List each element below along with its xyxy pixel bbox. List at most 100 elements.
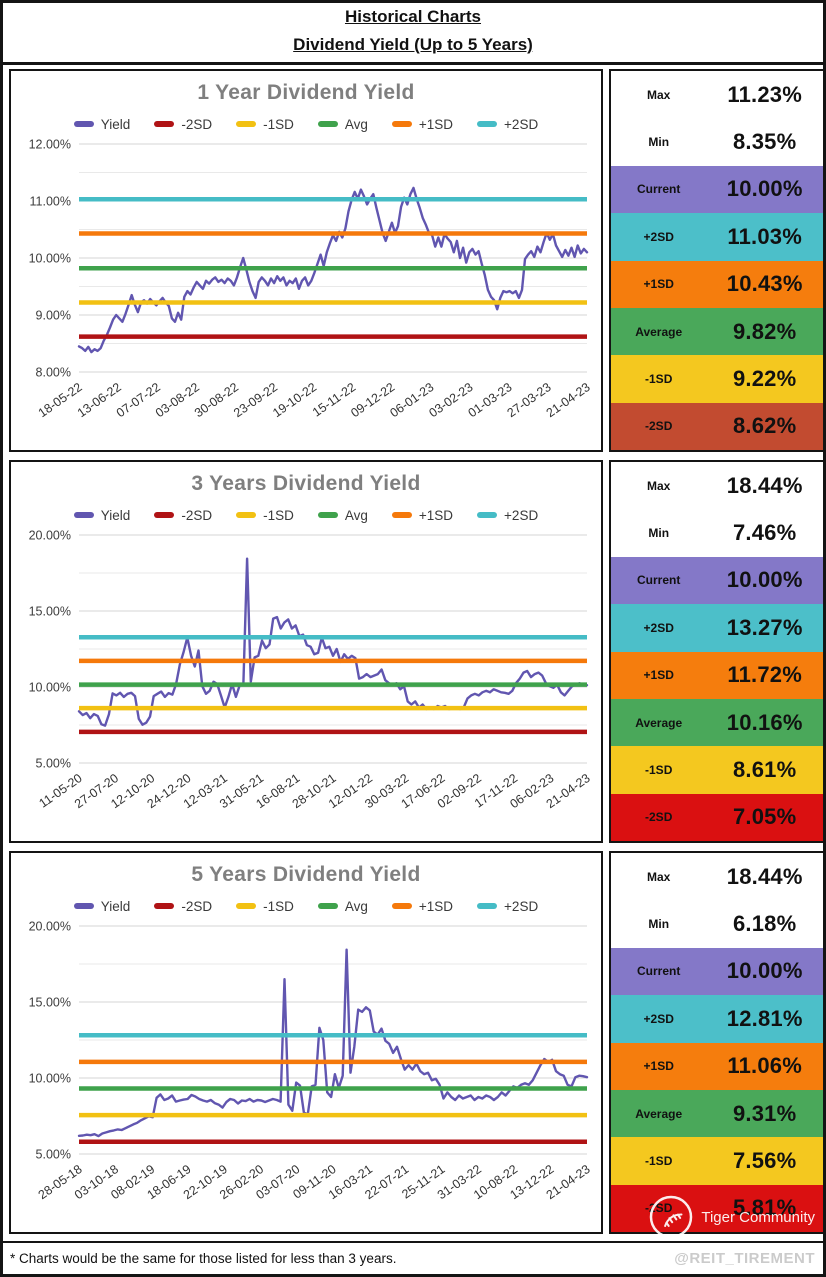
- legend-label: -1SD: [263, 507, 294, 523]
- legend-label: -1SD: [263, 898, 294, 914]
- svg-text:10.00%: 10.00%: [29, 1072, 71, 1086]
- legend-item-avg: Avg: [317, 899, 368, 914]
- svg-text:20.00%: 20.00%: [29, 920, 71, 934]
- chart-legend: Yield -2SD -1SD Avg +1SD +2SD: [11, 505, 601, 525]
- stat-value: 13.27%: [726, 614, 803, 640]
- row-5-years: 5 Years Dividend Yield Yield -2SD -1SD A…: [3, 847, 823, 1238]
- stat-row-min: Min 6.18%: [611, 900, 823, 948]
- stat-label: -1SD: [645, 1153, 673, 1168]
- tiger-logo-icon: [650, 1195, 693, 1239]
- stat-row-average: Average 10.16%: [611, 698, 823, 747]
- stat-value: 7.46%: [733, 520, 797, 546]
- tiger-logo-text: Tiger Community: [701, 1208, 815, 1226]
- legend-item-minus2sd: -2SD: [154, 899, 212, 914]
- chart-legend: Yield -2SD -1SD Avg +1SD +2SD: [11, 114, 601, 134]
- minus1sd-swatch-icon: [236, 903, 257, 909]
- stat-row-current: Current 10.00%: [611, 947, 823, 996]
- svg-text:9.00%: 9.00%: [36, 309, 71, 323]
- legend-label: -2SD: [181, 898, 213, 914]
- legend-item-yield: Yield: [73, 899, 130, 914]
- stat-value: 10.16%: [726, 709, 803, 735]
- row-3-years: 3 Years Dividend Yield Yield -2SD -1SD A…: [3, 456, 823, 847]
- chart-title: 5 Years Dividend Yield: [191, 863, 421, 886]
- legend-item-plus2sd: +2SD: [477, 508, 538, 523]
- row-1-year: 1 Year Dividend Yield Yield -2SD -1SD Av…: [3, 65, 823, 456]
- legend-item-avg: Avg: [317, 508, 368, 523]
- stat-row-max: Max 11.23%: [611, 71, 823, 119]
- svg-text:5.00%: 5.00%: [36, 757, 71, 771]
- legend-item-yield: Yield: [73, 508, 130, 523]
- stat-value: 8.62%: [733, 413, 797, 439]
- legend-item-plus1sd: +1SD: [391, 116, 454, 132]
- stat-label: Current: [637, 182, 681, 197]
- chart-title: 3 Years Dividend Yield: [191, 472, 421, 495]
- legend-item-avg: Avg: [317, 116, 368, 132]
- chart-box-3-years: 3 Years Dividend Yield Yield -2SD -1SD A…: [9, 460, 603, 843]
- stat-row-minus1sd: -1SD 9.22%: [611, 355, 823, 403]
- stat-label: Max: [647, 478, 671, 493]
- author-watermark: @REIT_TIREMENT: [674, 1250, 815, 1267]
- page-subtitle: Dividend Yield (Up to 5 Years): [293, 35, 533, 54]
- legend-label: +1SD: [418, 116, 454, 132]
- stat-label: +1SD: [643, 1059, 674, 1074]
- legend-item-plus1sd: +1SD: [391, 508, 453, 523]
- avg-swatch-icon: [317, 903, 338, 909]
- stats-panel-5-years: Max 18.44% Min 6.18% Current 10.00% +2SD 12.…: [609, 851, 823, 1234]
- stat-label: Average: [635, 1106, 683, 1121]
- legend-label: +2SD: [504, 898, 539, 914]
- stat-row-minus1sd: -1SD 7.56%: [611, 1137, 823, 1185]
- stat-row-min: Min 7.46%: [611, 509, 823, 557]
- plus1sd-swatch-icon: [391, 903, 412, 909]
- svg-text:15.00%: 15.00%: [29, 996, 71, 1010]
- stat-row-minus1sd: -1SD 8.61%: [611, 746, 823, 794]
- stat-row-plus1sd: +1SD 11.72%: [611, 651, 823, 699]
- stat-value: 5.81%: [733, 1195, 797, 1221]
- stat-row-current: Current 10.00%: [611, 165, 823, 214]
- svg-text:5.00%: 5.00%: [36, 1148, 71, 1162]
- stat-label: Min: [648, 526, 670, 541]
- minus1sd-swatch-icon: [236, 512, 257, 518]
- stat-row-average: Average 9.82%: [611, 307, 823, 356]
- stat-row-plus2sd: +2SD 11.03%: [611, 213, 823, 261]
- stat-value: 9.82%: [733, 318, 797, 344]
- stat-row-plus1sd: +1SD 11.06%: [611, 1042, 823, 1090]
- stat-label: +2SD: [643, 1011, 674, 1026]
- stat-label: Average: [635, 715, 683, 730]
- minus2sd-swatch-icon: [154, 121, 175, 127]
- stat-value: 10.00%: [726, 176, 803, 202]
- stat-label: -1SD: [645, 371, 673, 386]
- stat-label: +1SD: [643, 277, 674, 292]
- svg-text:11.00%: 11.00%: [30, 195, 71, 209]
- stat-label: +2SD: [643, 229, 674, 244]
- stat-value: 8.61%: [733, 756, 797, 782]
- stat-row-minus2sd: -2SD 7.05%: [611, 793, 823, 841]
- footnote: * Charts would be the same for those lis…: [10, 1251, 397, 1266]
- stat-row-current: Current 10.00%: [611, 556, 823, 605]
- legend-item-plus2sd: +2SD: [477, 117, 538, 132]
- stat-value: 9.31%: [733, 1100, 797, 1126]
- stat-value: 18.44%: [726, 863, 803, 889]
- svg-text:10.00%: 10.00%: [29, 681, 71, 695]
- yield-line-chart-1-year: 8.00%9.00%10.00%11.00%12.00%18-05-2213-0…: [29, 138, 593, 421]
- legend-label: +2SD: [504, 507, 539, 523]
- stat-label: -1SD: [645, 762, 673, 777]
- stat-value: 7.05%: [733, 804, 797, 830]
- svg-text:15.00%: 15.00%: [29, 605, 71, 619]
- stat-row-plus2sd: +2SD 13.27%: [611, 604, 823, 652]
- yield-line-chart-3-years: 5.00%10.00%15.00%20.00%11-05-2027-07-201…: [29, 529, 593, 812]
- stat-label: Min: [648, 135, 670, 150]
- stat-row-max: Max 18.44%: [611, 462, 823, 510]
- stat-row-plus1sd: +1SD 10.43%: [611, 260, 823, 308]
- stat-row-max: Max 18.44%: [611, 853, 823, 901]
- legend-item-yield: Yield: [73, 117, 130, 132]
- report-header: Historical Charts Dividend Yield (Up to …: [3, 3, 823, 65]
- yield-swatch-icon: [73, 512, 94, 518]
- svg-text:20.00%: 20.00%: [29, 529, 71, 543]
- legend-label: Avg: [344, 116, 368, 132]
- chart-box-1-year: 1 Year Dividend Yield Yield -2SD -1SD Av…: [9, 69, 603, 452]
- legend-item-minus2sd: -2SD: [154, 117, 212, 132]
- yield-swatch-icon: [73, 121, 94, 127]
- legend-label: -1SD: [263, 116, 294, 132]
- stat-value: 10.00%: [726, 567, 803, 593]
